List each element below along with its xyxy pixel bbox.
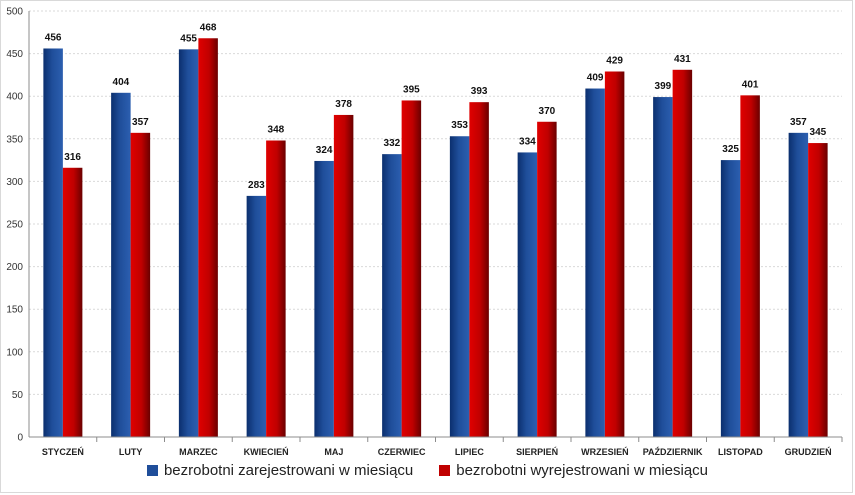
y-tick-label: 150 (6, 305, 23, 316)
data-label: 357 (790, 117, 807, 128)
bar (382, 154, 402, 438)
data-label: 395 (403, 84, 420, 95)
legend-item-deregistered: bezrobotni wyrejestrowani w miesiącu (439, 462, 708, 479)
bar (740, 95, 760, 438)
y-tick-label: 500 (6, 7, 23, 18)
data-label: 283 (248, 180, 265, 191)
legend-label-deregistered: bezrobotni wyrejestrowani w miesiącu (456, 462, 709, 479)
bar (585, 88, 605, 438)
legend: bezrobotni zarejestrowani w miesiącu bez… (0, 462, 855, 479)
data-label: 332 (384, 138, 401, 149)
bar (672, 69, 693, 438)
bar (517, 152, 538, 437)
data-label: 325 (722, 144, 739, 155)
bar (537, 121, 557, 437)
data-label: 334 (519, 136, 536, 147)
bar (314, 160, 334, 437)
data-label: 455 (180, 33, 197, 44)
x-tick-label: MAJ (324, 447, 343, 457)
x-tick-label: STYCZEŃ (42, 447, 84, 457)
data-label: 393 (471, 86, 488, 97)
data-label: 429 (606, 55, 623, 66)
data-label: 324 (316, 145, 333, 156)
y-tick-label: 50 (12, 390, 24, 401)
x-tick-label: LIPIEC (455, 447, 485, 457)
data-label: 404 (113, 77, 130, 88)
bar (401, 100, 422, 438)
y-tick-label: 400 (6, 92, 23, 103)
x-tick-label: SIERPIEŃ (516, 447, 558, 457)
y-tick-label: 200 (6, 262, 23, 273)
legend-swatch-deregistered (439, 465, 451, 476)
bar (720, 160, 741, 437)
bar (808, 143, 828, 437)
data-label: 353 (451, 120, 468, 131)
bar (43, 48, 63, 437)
x-tick-label: GRUDZIEŃ (785, 447, 832, 457)
data-label: 370 (539, 106, 556, 117)
data-label: 456 (45, 32, 62, 43)
y-tick-label: 100 (6, 347, 23, 358)
bar (469, 102, 489, 437)
data-label: 316 (64, 152, 81, 163)
data-label: 357 (132, 117, 149, 128)
bar (788, 132, 809, 437)
y-tick-label: 300 (6, 177, 23, 188)
legend-swatch-registered (146, 465, 158, 476)
x-tick-label: WRZESIEŃ (581, 447, 629, 457)
data-label: 468 (200, 22, 217, 33)
y-tick-label: 0 (17, 433, 23, 444)
x-tick-label: KWIECIEŃ (244, 447, 289, 457)
bar (333, 114, 354, 437)
legend-item-registered: bezrobotni zarejestrowani w miesiącu (146, 462, 414, 479)
data-label: 431 (674, 54, 691, 65)
data-label: 409 (587, 73, 604, 84)
y-tick-label: 250 (6, 220, 23, 231)
bar (62, 167, 83, 437)
x-tick-label: CZERWIEC (378, 447, 426, 457)
x-tick-label: LISTOPAD (718, 447, 763, 457)
bar (198, 38, 218, 437)
y-tick-label: 450 (6, 49, 23, 60)
data-label: 399 (655, 81, 672, 92)
bar (449, 136, 470, 437)
bar (130, 132, 151, 437)
bar (178, 49, 199, 438)
bar (653, 97, 673, 437)
x-tick-label: LUTY (119, 447, 143, 457)
data-label: 401 (742, 79, 759, 90)
bar (266, 140, 286, 437)
bar (246, 195, 267, 437)
data-label: 348 (268, 125, 285, 136)
bar (111, 92, 131, 438)
legend-label-registered: bezrobotni zarejestrowani w miesiącu (163, 462, 414, 479)
data-label: 378 (335, 99, 352, 110)
x-tick-label: MARZEC (179, 447, 218, 457)
bar (604, 71, 625, 437)
x-tick-label: PAŹDZIERNIK (643, 447, 703, 457)
y-tick-label: 350 (6, 134, 23, 145)
data-label: 345 (810, 127, 827, 138)
